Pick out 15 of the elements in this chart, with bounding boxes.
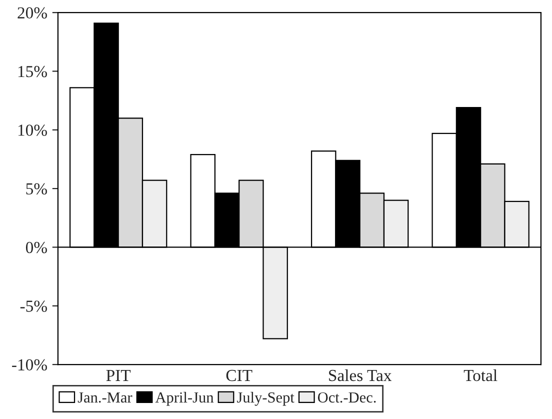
y-tick-label: -5%	[20, 300, 47, 312]
x-tick-label: Total	[464, 369, 498, 382]
y-tick-label: 5%	[26, 183, 47, 195]
x-tick-label: PIT	[106, 370, 131, 381]
legend-label: April-Jun	[155, 392, 214, 406]
y-tick-label: 10%	[18, 124, 47, 136]
y-tick-label: 0%	[26, 242, 47, 254]
y-tick-label: 15%	[18, 66, 47, 78]
legend-label: Oct.-Dec.	[318, 392, 376, 403]
y-tick-label: 20%	[18, 7, 47, 19]
x-tick-label: Sales Tax	[329, 369, 392, 382]
y-tick-label: -10%	[12, 359, 47, 371]
legend-label: July-Sept	[237, 392, 294, 406]
x-tick-label: CIT	[226, 370, 252, 382]
legend-label: Jan.-Mar	[78, 392, 132, 403]
